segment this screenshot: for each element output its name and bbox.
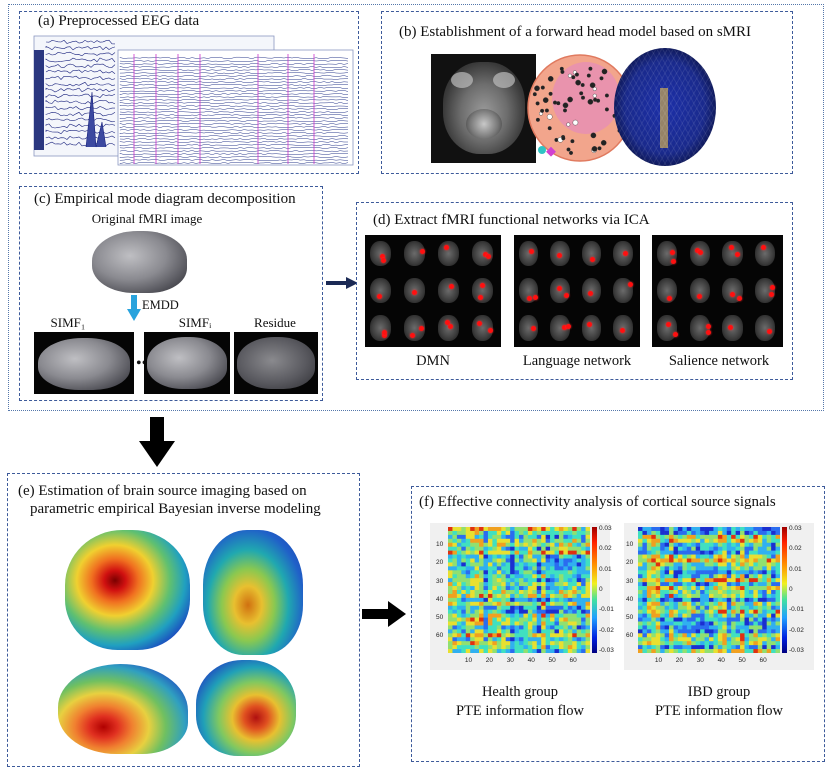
x-tick-label: 10 (464, 657, 473, 664)
original-fmri-brain-image (92, 231, 187, 293)
panel-f: (f) Effective connectivity analysis of c… (411, 486, 825, 762)
arrow-e-to-f (362, 601, 406, 627)
cb-tick-label: -0.03 (789, 647, 804, 654)
ibd-caption-line2: PTE information flow (654, 703, 784, 719)
panel-c: (c) Empirical mode diagram decomposition… (19, 186, 323, 401)
panel-d: (d) Extract fMRI functional networks via… (356, 202, 793, 380)
cb-tick-label: 0 (599, 586, 603, 593)
health-caption-line1: Health group (481, 684, 559, 700)
y-tick-label: 20 (436, 559, 444, 567)
x-tick-label: 30 (696, 657, 704, 664)
panel-e-title-line1: (e) Estimation of brain source imaging b… (18, 483, 307, 499)
ibd-connectivity-matrix (638, 527, 780, 653)
source-map-lateral-view (58, 664, 188, 754)
simfi-image (144, 332, 230, 394)
cb-tick-label: 0.01 (789, 565, 802, 573)
x-tick-label: 60 (569, 657, 577, 664)
x-tick-label: 10 (654, 657, 663, 664)
x-tick-label: 50 (738, 657, 746, 664)
mri-axial-slice-image (431, 54, 536, 163)
y-tick-label: 20 (626, 559, 634, 567)
dmn-component-grid (365, 235, 501, 347)
panel-f-title: (f) Effective connectivity analysis of c… (419, 494, 776, 510)
health-connectivity-matrix (448, 527, 590, 653)
y-tick-label: 10 (436, 541, 444, 549)
original-image-label: Original fMRI image (91, 211, 203, 226)
cb-tick-label: 0.02 (599, 545, 612, 553)
x-tick-label: 20 (675, 657, 684, 664)
network-label-salience: Salience network (668, 353, 770, 369)
cb-tick-label: 0 (789, 586, 793, 593)
y-tick-label: 50 (626, 613, 634, 621)
network-label-language: Language network (522, 353, 632, 369)
panel-e: (e) Estimation of brain source imaging b… (7, 473, 360, 767)
x-tick-label: 40 (717, 657, 725, 664)
simf1-label: SIMF₁ (50, 315, 86, 330)
y-tick-label: 40 (626, 595, 634, 603)
arrow-c-to-d (326, 277, 358, 289)
y-tick-label: 60 (436, 632, 444, 640)
cb-tick-label: -0.01 (599, 606, 614, 614)
source-map-posterior-view (196, 660, 296, 756)
cortical-mesh-image (614, 48, 716, 166)
emdd-label: EMDD (142, 298, 179, 312)
cb-tick-label: -0.02 (789, 626, 804, 634)
y-tick-label: 60 (626, 632, 634, 640)
x-tick-label: 20 (485, 657, 494, 664)
y-tick-label: 40 (436, 595, 444, 603)
cb-tick-label: -0.02 (599, 626, 614, 634)
ibd-matrix-figure: 10 20 30 40 50 60 10 20 30 40 50 60 0.03 0.02 0.01 0 -… (624, 523, 814, 670)
cb-tick-label: 0.03 (789, 525, 802, 532)
residue-image (234, 332, 318, 394)
x-tick-label: 60 (759, 657, 767, 664)
network-label-dmn: DMN (416, 353, 450, 369)
simfi-label: SIMFᵢ (178, 315, 212, 330)
emdd-arrow (127, 295, 141, 321)
head-model-electrodes-image (527, 54, 633, 162)
language-component-grid (514, 235, 640, 347)
arrow-down-to-e (139, 417, 175, 467)
ibd-caption-line1: IBD group (687, 684, 751, 700)
cb-tick-label: -0.01 (789, 606, 804, 614)
x-tick-label: 50 (548, 657, 556, 664)
y-tick-label: 10 (626, 541, 634, 549)
health-caption-line2: PTE information flow (455, 703, 585, 719)
top-section-frame (8, 4, 824, 411)
panel-e-title-line2: parametric empirical Bayesian inverse mo… (30, 501, 321, 517)
y-tick-label: 50 (436, 613, 444, 621)
source-map-top-view-right (203, 530, 303, 655)
eeg-traces-figure (33, 35, 354, 166)
source-map-top-view-left (65, 530, 190, 650)
panel-d-title: (d) Extract fMRI functional networks via… (373, 212, 650, 228)
x-tick-label: 40 (527, 657, 535, 664)
panel-a: (a) Preprocessed EEG data (19, 11, 359, 174)
health-matrix-figure: 10 20 30 40 50 60 10 20 30 40 50 60 0.03 0.02 0.01 0 -… (430, 523, 614, 670)
panel-a-title: (a) Preprocessed EEG data (38, 13, 200, 29)
cb-tick-label: -0.03 (599, 647, 614, 654)
x-tick-label: 30 (506, 657, 514, 664)
cb-tick-label: 0.01 (599, 565, 612, 573)
y-tick-label: 30 (436, 577, 444, 585)
panel-c-title: (c) Empirical mode diagram decomposition (34, 191, 296, 207)
residue-label: Residue (254, 315, 296, 330)
simf1-image (34, 332, 134, 394)
cb-tick-label: 0.02 (789, 545, 802, 553)
panel-b: (b) Establishment of a forward head mode… (381, 11, 793, 174)
cb-tick-label: 0.03 (599, 525, 612, 532)
panel-b-title: (b) Establishment of a forward head mode… (399, 24, 751, 40)
y-tick-label: 30 (626, 577, 634, 585)
salience-component-grid (652, 235, 783, 347)
